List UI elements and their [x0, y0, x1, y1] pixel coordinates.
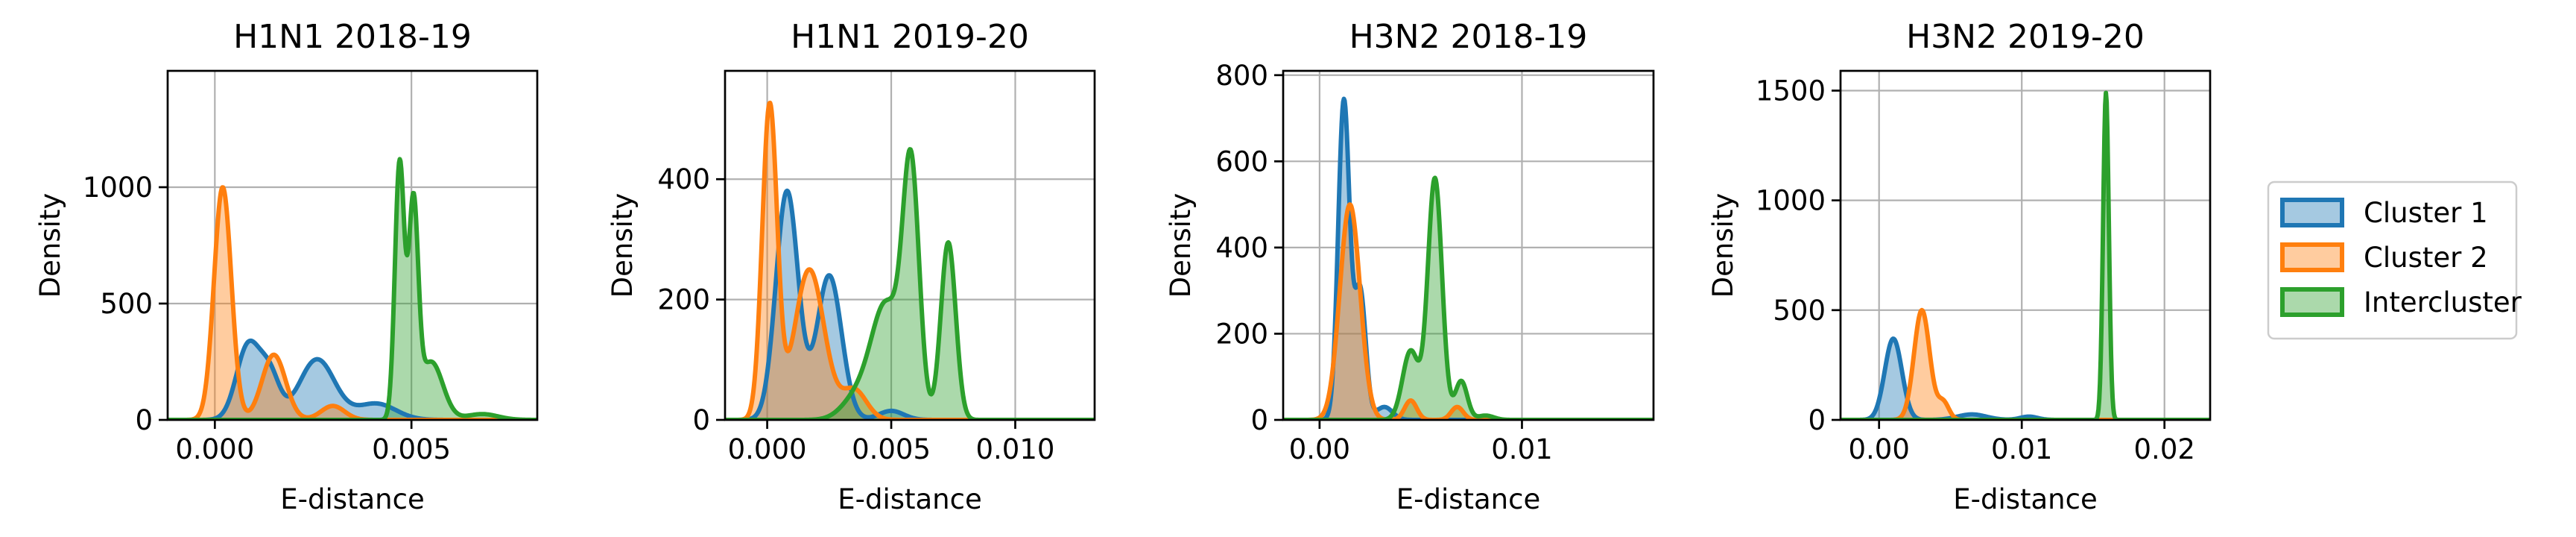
- chart-panel-2: 0.000 0.005 0.010 0 200 400 H1N1 2019-20 E-dist…: [607, 18, 1096, 515]
- legend-swatch-intercluster: [2280, 287, 2344, 317]
- axes-frame: [166, 69, 539, 421]
- y-tick-label: 1000: [1756, 185, 1826, 217]
- chart-title: H3N2 2019-20: [1906, 18, 2145, 56]
- y-tick-label: 400: [657, 163, 710, 195]
- chart-title: H3N2 2018-19: [1349, 18, 1588, 56]
- series-line-intercluster: [725, 147, 1095, 420]
- legend-label-cluster2: Cluster 2: [2364, 242, 2488, 274]
- series-line-cluster1: [725, 188, 1095, 420]
- x-tick-label: 0.01: [1491, 433, 1552, 465]
- y-axis-label: Density: [607, 193, 639, 298]
- chart-panel-4: 0.00 0.01 0.02 0 500 1000 1500 H3N2 2019-20 E-di…: [1707, 18, 2212, 515]
- chart-title: H1N1 2019-20: [791, 18, 1029, 56]
- series-area-cluster1: [168, 340, 537, 420]
- x-tick-label: 0.000: [175, 433, 254, 465]
- series-line-cluster2: [1283, 202, 1653, 420]
- x-axis-label: E-distance: [280, 483, 425, 515]
- y-tick-label: 0: [1250, 404, 1268, 436]
- x-tick-label: 0.010: [976, 433, 1055, 465]
- legend-label-cluster1: Cluster 1: [2364, 197, 2488, 229]
- series-line-cluster2: [725, 100, 1095, 420]
- axes-frame: [1839, 69, 2212, 421]
- legend-swatch-cluster1: [2280, 198, 2344, 227]
- y-tick-label: 800: [1215, 60, 1268, 92]
- series-area-cluster1: [1841, 339, 2210, 420]
- y-axis-label: Density: [1165, 193, 1197, 298]
- series-line-cluster2: [1841, 307, 2210, 420]
- x-axis-label: E-distance: [838, 483, 982, 515]
- legend-swatch-cluster2: [2280, 242, 2344, 272]
- series-line-cluster1: [1841, 336, 2210, 420]
- y-tick-label: 200: [657, 284, 710, 316]
- x-tick-label: 0.00: [1849, 433, 1910, 465]
- x-tick-label: 0.02: [2134, 433, 2195, 465]
- y-tick-label: 0: [135, 404, 153, 436]
- x-tick-label: 0.01: [1991, 433, 2052, 465]
- legend-label-intercluster: Intercluster: [2364, 286, 2522, 318]
- legend-frame: [2267, 180, 2518, 340]
- axes-frame: [1282, 69, 1655, 421]
- axes-frame: [724, 69, 1096, 421]
- x-tick-label: 0.005: [852, 433, 931, 465]
- x-axis-label: E-distance: [1396, 483, 1541, 515]
- y-axis-label: Density: [34, 193, 66, 298]
- series-line-intercluster: [1283, 175, 1653, 420]
- series-area-cluster2: [1841, 310, 2210, 420]
- y-tick-label: 500: [100, 288, 153, 320]
- series-line-cluster1: [1283, 96, 1653, 420]
- series-line-cluster2: [168, 185, 537, 420]
- series-line-intercluster: [168, 157, 537, 420]
- legend: Cluster 1 Cluster 2 Intercluster: [2267, 180, 2522, 340]
- y-tick-label: 0: [692, 404, 710, 436]
- chart-panel-1: 0.000 0.005 0 500 1000 H1N1 2018-19 E-distance…: [34, 18, 539, 515]
- series-line-cluster1: [168, 338, 537, 420]
- y-tick-label: 1500: [1756, 75, 1826, 107]
- x-tick-label: 0.005: [372, 433, 451, 465]
- series-area-cluster2: [725, 102, 1095, 420]
- x-tick-label: 0.000: [728, 433, 807, 465]
- chart-title: H1N1 2018-19: [233, 18, 472, 56]
- y-tick-label: 400: [1215, 232, 1268, 264]
- series-area-intercluster: [725, 149, 1095, 420]
- y-axis-label: Density: [1707, 193, 1739, 298]
- y-tick-label: 200: [1215, 318, 1268, 350]
- x-axis-label: E-distance: [1953, 483, 2098, 515]
- y-tick-label: 0: [1808, 404, 1826, 436]
- series-area-cluster1: [725, 190, 1095, 420]
- series-area-cluster2: [1283, 204, 1653, 420]
- chart-panel-3: 0.00 0.01 0 200 400 600 800 H3N2 2018-19 E-dista…: [1165, 18, 1655, 515]
- y-tick-label: 600: [1215, 145, 1268, 178]
- x-tick-label: 0.00: [1289, 433, 1350, 465]
- y-tick-label: 500: [1773, 295, 1826, 327]
- y-tick-label: 1000: [83, 172, 153, 204]
